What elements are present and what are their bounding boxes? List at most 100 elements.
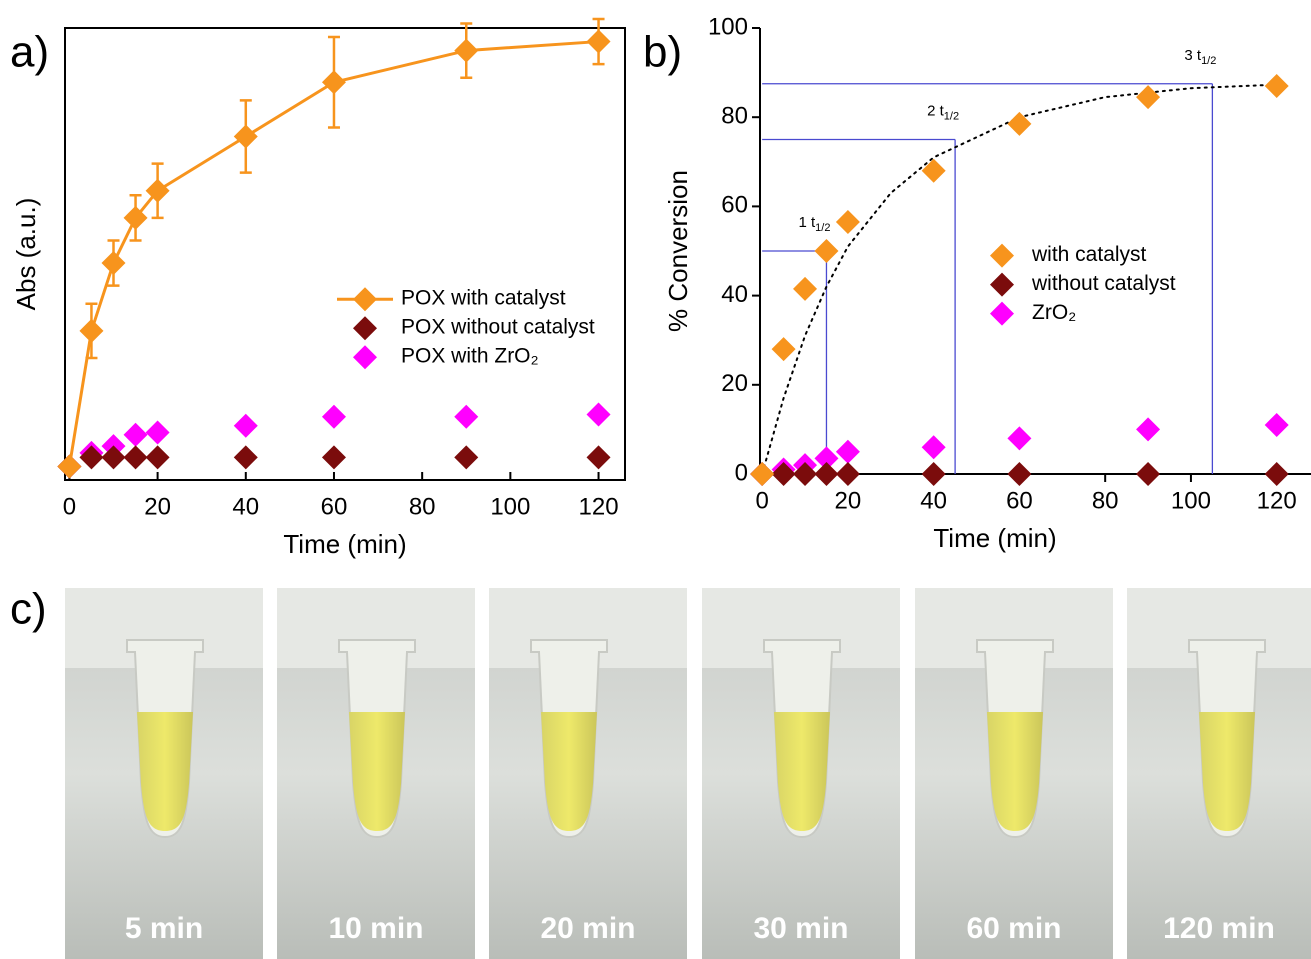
x-tick-label: 80 <box>409 493 436 520</box>
marker <box>102 251 126 275</box>
x-tick-label: 80 <box>1092 487 1119 514</box>
marker <box>587 30 611 54</box>
marker <box>836 462 860 486</box>
marker <box>57 454 81 478</box>
marker <box>1136 462 1160 486</box>
marker <box>1265 74 1289 98</box>
plot-frame <box>65 28 625 480</box>
marker <box>322 70 346 94</box>
marker <box>750 462 774 486</box>
figure: a) b) c) 0 20 40 60 80 100 120 Time (min) Abs (a… <box>0 0 1311 959</box>
x-axis-label: Time (min) <box>283 529 406 559</box>
marker <box>1007 462 1031 486</box>
tube-liquid <box>774 712 830 831</box>
x-tick-label: 0 <box>755 487 768 514</box>
marker <box>79 319 103 343</box>
half-life-sub: 1/2 <box>944 110 959 122</box>
marker <box>454 39 478 63</box>
x-tick-label: 60 <box>1006 487 1033 514</box>
marker <box>234 124 258 148</box>
marker <box>1136 85 1160 109</box>
half-life-label: 3 t1/2 <box>1184 47 1216 67</box>
legend-marker <box>990 302 1014 326</box>
half-life-text: 2 t <box>927 102 945 119</box>
photo-caption: 20 min <box>540 912 635 945</box>
tube-liquid <box>987 712 1043 831</box>
marker <box>814 462 838 486</box>
y-tick-label: 80 <box>721 103 748 130</box>
photo-caption: 5 min <box>125 912 203 945</box>
x-tick-label: 120 <box>579 493 619 520</box>
marker <box>793 277 817 301</box>
marker <box>814 239 838 263</box>
marker <box>322 405 346 429</box>
panel-label: c) <box>10 585 47 634</box>
half-life-sub: 1/2 <box>815 222 830 234</box>
marker <box>587 445 611 469</box>
legend-marker <box>353 345 377 369</box>
photo: 30 min <box>702 588 900 959</box>
marker <box>146 445 170 469</box>
x-tick-label: 100 <box>1171 487 1211 514</box>
marker <box>322 445 346 469</box>
x-tick-label: 0 <box>63 493 76 520</box>
photo: 60 min <box>915 588 1113 959</box>
marker <box>79 445 103 469</box>
photo: 10 min <box>277 588 475 959</box>
marker <box>454 445 478 469</box>
legend-marker <box>353 316 377 340</box>
tube-liquid <box>541 712 597 831</box>
legend-label: POX with catalyst <box>401 287 566 310</box>
tube-liquid <box>137 712 193 831</box>
legend-label: with catalyst <box>1031 243 1147 266</box>
legend-marker <box>990 244 1014 268</box>
marker <box>922 159 946 183</box>
marker <box>234 445 258 469</box>
legend-label: POX without catalyst <box>401 316 595 339</box>
x-axis-label: Time (min) <box>933 523 1056 553</box>
x-tick-label: 40 <box>232 493 259 520</box>
photo: 20 min <box>489 588 687 959</box>
photo-caption: 120 min <box>1163 912 1275 945</box>
legend-label: without catalyst <box>1031 272 1176 295</box>
x-tick-label: 20 <box>835 487 862 514</box>
marker <box>1136 417 1160 441</box>
marker <box>772 462 796 486</box>
photo-caption: 10 min <box>328 912 423 945</box>
photo: 5 min <box>65 588 263 959</box>
photo: 120 min <box>1127 588 1311 959</box>
marker <box>836 210 860 234</box>
half-life-label: 1 t1/2 <box>798 214 830 234</box>
marker <box>1007 426 1031 450</box>
marker <box>587 402 611 426</box>
marker <box>234 414 258 438</box>
panel-label: a) <box>10 28 49 77</box>
x-tick-label: 60 <box>321 493 348 520</box>
half-life-text: 1 t <box>798 214 816 231</box>
y-tick-label: 0 <box>735 459 748 486</box>
marker <box>836 440 860 464</box>
tube-liquid <box>349 712 405 831</box>
y-tick-label: 20 <box>721 370 748 397</box>
x-tick-label: 20 <box>144 493 171 520</box>
marker <box>454 405 478 429</box>
panel-label: b) <box>643 28 682 77</box>
y-tick-label: 40 <box>721 281 748 308</box>
legend-label: POX with ZrO₂ <box>401 345 539 368</box>
y-axis-label: Abs (a.u.) <box>11 198 41 311</box>
marker <box>124 423 148 447</box>
marker <box>922 462 946 486</box>
marker <box>124 445 148 469</box>
marker <box>772 337 796 361</box>
legend-marker <box>353 287 377 311</box>
legend-marker <box>990 273 1014 297</box>
half-life-text: 3 t <box>1184 47 1202 64</box>
y-tick-label: 60 <box>721 192 748 219</box>
tube-liquid <box>1199 712 1255 831</box>
half-life-label: 2 t1/2 <box>927 102 959 122</box>
marker <box>922 435 946 459</box>
x-tick-label: 120 <box>1257 487 1297 514</box>
x-tick-label: 40 <box>920 487 947 514</box>
x-tick-label: 100 <box>490 493 530 520</box>
marker <box>1265 462 1289 486</box>
